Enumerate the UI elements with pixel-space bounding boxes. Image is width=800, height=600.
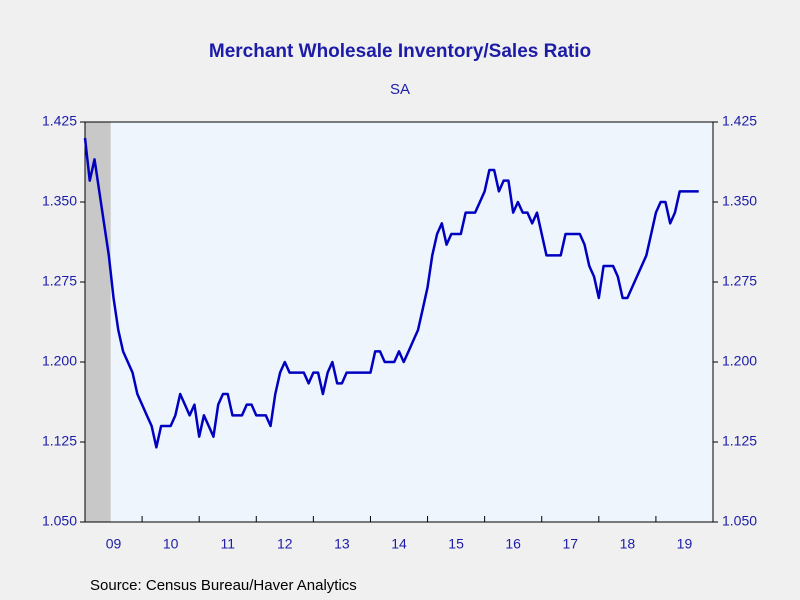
x-tick-label: 09 [106,536,122,552]
y-tick-label: 1.125 [42,433,77,449]
chart-title: Merchant Wholesale Inventory/Sales Ratio [209,41,591,62]
x-tick-label: 12 [277,536,293,552]
source-note: Source: Census Bureau/Haver Analytics [90,577,357,594]
x-tick-label: 19 [677,536,693,552]
y2-tick-label: 1.200 [722,353,757,369]
y-tick-label: 1.350 [42,193,77,209]
y2-tick-label: 1.125 [722,433,757,449]
x-tick-label: 14 [391,536,407,552]
x-tick-label: 10 [163,536,179,552]
y2-tick-label: 1.275 [722,273,757,289]
y2-tick-label: 1.050 [722,513,757,529]
x-tick-label: 17 [562,536,578,552]
x-tick-label: 15 [448,536,464,552]
x-tick-label: 13 [334,536,350,552]
x-tick-label: 11 [220,536,235,552]
y-tick-label: 1.050 [42,513,77,529]
y2-tick-label: 1.425 [722,113,757,129]
plot-border [84,121,714,523]
chart-subtitle: SA [390,81,410,98]
y-tick-label: 1.200 [42,353,77,369]
y-tick-label: 1.275 [42,273,77,289]
y2-tick-label: 1.350 [722,193,757,209]
data-line [83,137,699,449]
y-tick-label: 1.425 [42,113,77,129]
x-tick-label: 18 [620,536,636,552]
x-tick-label: 16 [505,536,521,552]
plot-area [85,122,713,522]
